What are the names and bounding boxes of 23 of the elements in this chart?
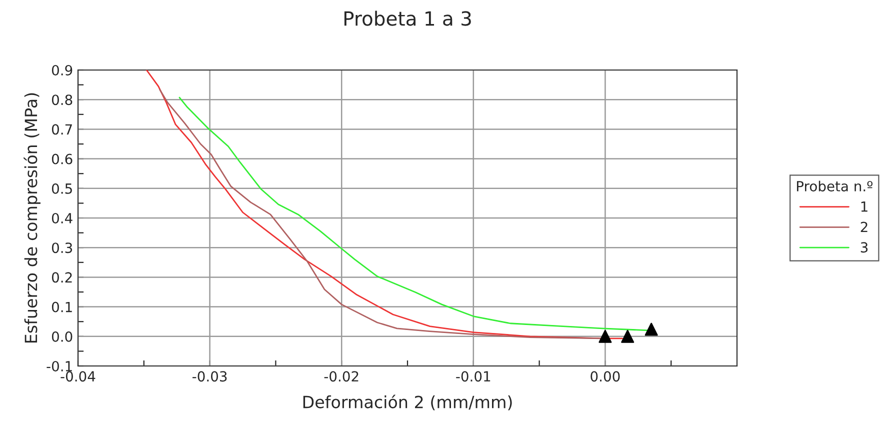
y-tick-label: 0.8 [52,94,72,106]
y-tick-label: 0.3 [52,242,72,254]
x-tick-label: -0.01 [456,371,490,382]
x-tick-label: -0.03 [192,371,227,382]
x-tick-label: 0.00 [590,371,620,382]
x-axis-title: Deformación 2 (mm/mm) [303,394,512,410]
y-axis-title: Esfuerzo de compresión (MPa) [24,93,40,343]
y-tick-label: 0.5 [52,183,72,194]
y-tick-label: 0.1 [52,302,72,312]
x-tick-label: -0.04 [60,371,96,382]
y-tick-label: 0.2 [52,272,72,283]
y-tick-label: 0.7 [52,124,72,135]
y-tick-label: 0.9 [52,64,72,76]
legend-label: 3 [860,242,868,253]
y-tick-label: -0.1 [46,360,72,372]
y-tick-label: 0.4 [52,212,72,224]
legend-title: Probeta n.º [796,180,872,192]
legend-label: 1 [861,202,868,212]
y-tick-label: 0.0 [52,331,72,342]
chart-title: Probeta 1 a 3 [344,10,471,26]
y-tick-label: 0.6 [52,154,72,164]
x-tick-label: -0.02 [324,371,358,382]
legend-label: 2 [860,222,868,232]
